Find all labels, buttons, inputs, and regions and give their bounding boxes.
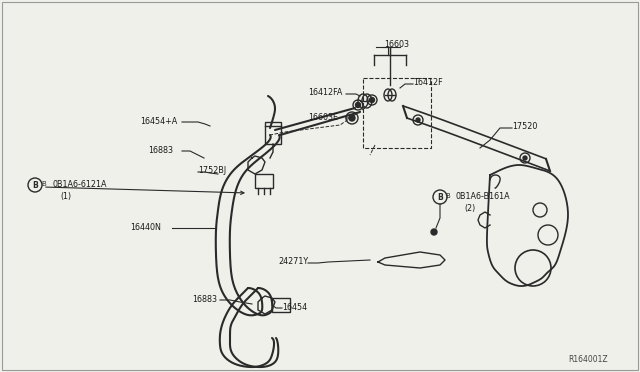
Circle shape <box>416 118 420 122</box>
Text: 1752BJ: 1752BJ <box>198 166 226 174</box>
Text: 0B1A6-6121A: 0B1A6-6121A <box>52 180 106 189</box>
Bar <box>272 298 290 312</box>
Text: 16454: 16454 <box>282 302 307 311</box>
Text: 0B1A6-B161A: 0B1A6-B161A <box>456 192 511 201</box>
Circle shape <box>355 103 360 108</box>
Text: 16603E: 16603E <box>308 112 338 122</box>
Text: (1): (1) <box>60 192 71 201</box>
Text: R164001Z: R164001Z <box>568 356 608 365</box>
Bar <box>265 122 281 144</box>
Text: 24271Y: 24271Y <box>278 257 308 266</box>
Text: B: B <box>42 181 46 187</box>
Text: 16883: 16883 <box>148 145 173 154</box>
Text: (2): (2) <box>464 203 476 212</box>
Text: B: B <box>437 192 443 202</box>
Text: 16883: 16883 <box>192 295 217 304</box>
Circle shape <box>523 156 527 160</box>
Circle shape <box>431 229 437 235</box>
Text: 16603: 16603 <box>384 39 409 48</box>
Text: 17520: 17520 <box>512 122 538 131</box>
Text: 16412FA: 16412FA <box>308 87 342 96</box>
Text: B: B <box>32 180 38 189</box>
Text: 16454+A: 16454+A <box>140 116 177 125</box>
Circle shape <box>369 97 374 103</box>
Text: 16440N: 16440N <box>130 222 161 231</box>
Bar <box>255 174 273 188</box>
Text: 16412F: 16412F <box>413 77 443 87</box>
Circle shape <box>349 115 355 121</box>
Bar <box>363 78 431 148</box>
Text: B: B <box>445 193 451 199</box>
